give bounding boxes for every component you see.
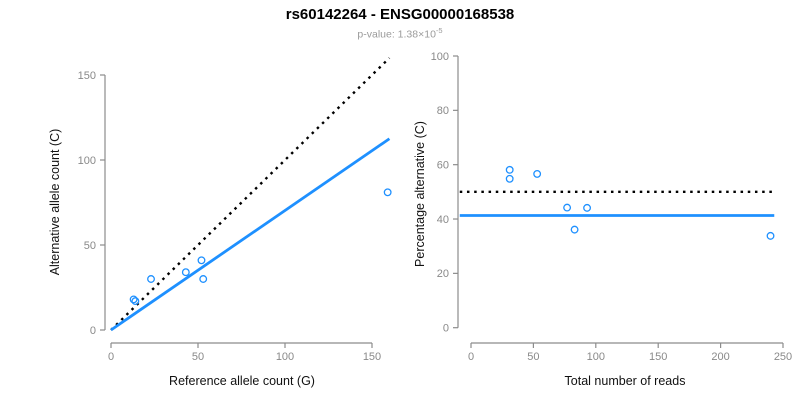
right-plot-y-axis-title: Percentage alternative (C) (413, 121, 427, 267)
left-plot-point (199, 275, 208, 283)
fit-line (110, 137, 391, 332)
right-plot-x-tick-label: 0 (468, 351, 474, 363)
right-plot-x-tick-label: 100 (587, 351, 605, 363)
left-plot: 0 50 100 150 0 50 100 150 (78, 57, 392, 363)
right-plot-point (533, 169, 542, 178)
left-plot-y-tick-label: 50 (84, 240, 96, 252)
right-plot: 0 20 40 60 80 100 0 50 100 150 200 250 (431, 51, 793, 363)
right-plot-point (766, 231, 775, 240)
right-plot-point (570, 225, 579, 234)
left-plot-x-tick-label: 0 (108, 351, 114, 363)
p-value-text: p-value: 1.38×10 (357, 28, 436, 41)
left-plot-point (383, 188, 392, 197)
right-plot-x-tick-label: 50 (527, 351, 539, 363)
right-plot-point (563, 203, 572, 212)
right-plot-y-tick-label: 20 (437, 268, 449, 280)
left-plot-point (197, 256, 206, 265)
left-plot-y-tick-label: 0 (90, 325, 96, 337)
left-plot-point (129, 295, 138, 304)
left-plot-x-tick-label: 150 (363, 351, 381, 363)
right-plot-y-tick-label: 0 (443, 323, 449, 335)
right-plot-x-axis-title: Total number of reads (564, 374, 686, 388)
right-plot-x-tick-label: 150 (649, 351, 667, 363)
p-value-subtitle: p-value: 1.38×10-5 (0, 26, 800, 41)
p-value-exponent: -5 (435, 26, 443, 35)
right-plot-point (583, 203, 592, 212)
right-plot-x-tick-label: 200 (711, 351, 729, 363)
left-plot-point (181, 268, 190, 277)
left-plot-point (131, 297, 140, 306)
right-plot-point (505, 165, 514, 174)
left-plot-point (147, 275, 155, 283)
right-plot-y-tick-label: 40 (437, 214, 449, 226)
right-plot-y-tick-label: 80 (437, 105, 449, 117)
identity-line (110, 57, 391, 331)
page-title: rs60142264 - ENSG00000168538 (285, 6, 515, 23)
right-plot-y-tick-label: 60 (437, 159, 449, 171)
right-plot-y-tick-label: 100 (431, 51, 449, 63)
left-plot-y-tick-label: 100 (78, 155, 96, 167)
left-plot-y-tick-label: 150 (78, 70, 96, 82)
left-plot-y-axis-title: Alternative allele count (C) (48, 128, 62, 276)
left-plot-x-axis-title: Reference allele count (G) (169, 374, 315, 388)
right-plot-x-tick-label: 250 (774, 351, 792, 363)
right-plot-point (505, 174, 514, 183)
left-plot-x-tick-label: 50 (192, 351, 204, 363)
left-plot-x-tick-label: 100 (276, 351, 294, 363)
